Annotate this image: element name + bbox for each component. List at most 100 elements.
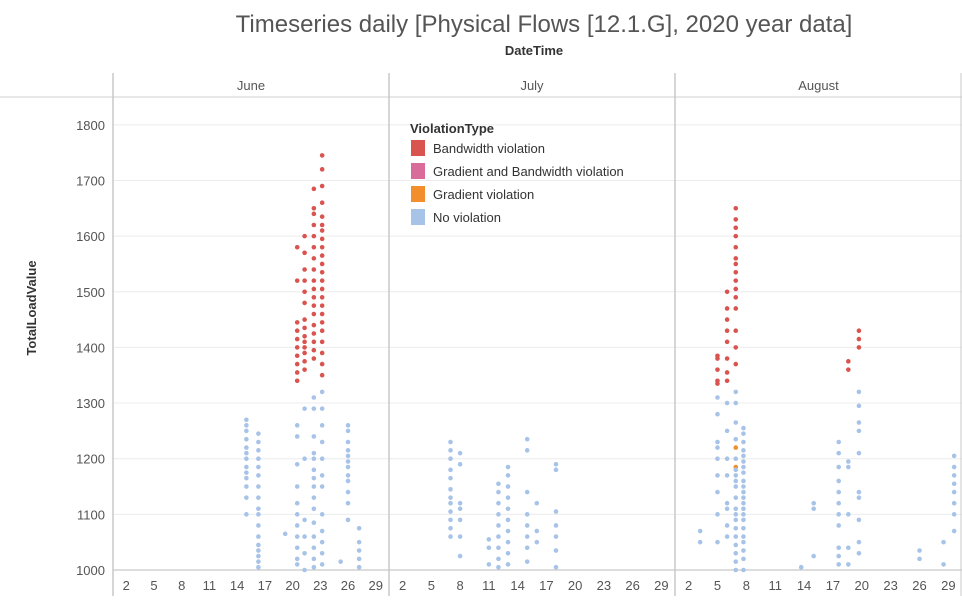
data-point-bw — [319, 295, 325, 300]
data-point-bw — [733, 225, 739, 231]
data-point-none — [311, 484, 317, 489]
data-point-none — [448, 500, 453, 506]
data-point-none — [345, 500, 351, 506]
data-point-none — [496, 556, 501, 562]
data-point-none — [553, 509, 559, 514]
data-point-none — [338, 559, 343, 564]
data-point-none — [311, 564, 317, 570]
y-tick-label: 1000 — [76, 563, 105, 578]
data-point-none — [356, 564, 362, 570]
data-point-none — [724, 523, 730, 528]
data-point-bw — [311, 311, 317, 317]
data-point-none — [294, 556, 300, 562]
data-point-none — [457, 553, 463, 559]
data-point-none — [524, 436, 530, 442]
data-point-none — [741, 464, 746, 470]
data-point-none — [534, 528, 540, 534]
data-point-bw — [319, 153, 325, 158]
data-point-bw — [311, 211, 317, 217]
data-point-none — [856, 551, 862, 556]
data-point-none — [715, 411, 720, 417]
data-point-none — [345, 459, 351, 464]
data-point-none — [856, 403, 862, 409]
data-point-none — [741, 431, 746, 436]
x-tick-label: 8 — [743, 578, 750, 593]
data-point-none — [741, 525, 746, 531]
data-point-none — [244, 436, 249, 442]
data-point-bw — [724, 339, 730, 345]
data-point-none — [733, 506, 739, 512]
data-point-none — [733, 436, 739, 442]
data-point-none — [457, 534, 463, 539]
data-point-none — [741, 534, 746, 539]
data-point-none — [724, 428, 730, 434]
data-point-none — [496, 481, 501, 487]
data-point-bw — [311, 205, 317, 211]
data-point-none — [356, 525, 362, 531]
data-point-none — [856, 428, 862, 434]
legend-title: ViolationType — [410, 121, 494, 136]
x-tick-label: 5 — [150, 578, 157, 593]
data-point-none — [457, 506, 463, 512]
data-point-none — [836, 553, 842, 559]
data-point-none — [846, 459, 851, 464]
x-tick-label: 2 — [123, 578, 130, 593]
data-point-none — [733, 495, 739, 500]
data-point-none — [244, 450, 249, 456]
x-tick-label: 20 — [285, 578, 299, 593]
data-point-none — [345, 473, 351, 478]
data-point-bw — [724, 317, 730, 322]
data-point-none — [856, 450, 862, 456]
x-tick-label: 29 — [941, 578, 955, 593]
data-point-none — [951, 528, 957, 534]
data-point-none — [256, 512, 261, 517]
data-point-none — [798, 564, 804, 570]
data-point-none — [345, 439, 351, 445]
data-point-none — [448, 517, 453, 523]
data-point-none — [244, 417, 249, 423]
data-point-none — [733, 478, 739, 484]
data-point-none — [724, 400, 730, 406]
data-point-bw — [724, 370, 730, 375]
data-point-none — [524, 512, 530, 517]
data-point-none — [256, 542, 261, 548]
data-point-bw — [846, 367, 851, 372]
data-point-bw — [319, 200, 325, 206]
data-point-none — [294, 461, 300, 467]
data-point-none — [319, 551, 325, 556]
data-point-bw — [319, 339, 325, 345]
data-point-none — [256, 548, 261, 553]
data-point-none — [505, 539, 511, 545]
data-point-bw — [311, 303, 317, 308]
data-point-none — [244, 475, 249, 481]
data-point-none — [311, 406, 317, 411]
data-point-none — [715, 445, 720, 450]
legend-label-none: No violation — [433, 210, 501, 225]
data-point-none — [457, 461, 463, 467]
data-point-none — [724, 473, 730, 478]
x-tick-label: 5 — [714, 578, 721, 593]
y-tick-label: 1200 — [76, 452, 105, 467]
data-point-none — [733, 551, 739, 556]
data-point-none — [356, 556, 362, 562]
data-point-none — [553, 467, 559, 473]
data-point-none — [256, 534, 261, 539]
data-point-bw — [733, 217, 739, 222]
data-point-none — [311, 495, 317, 500]
gridlines: 1000 1100 1200 1300 1400 1500 1600 1700 1800 — [76, 118, 962, 578]
data-point-none — [294, 423, 300, 428]
data-point-bw — [724, 328, 730, 334]
data-point-none — [302, 534, 307, 539]
data-point-none — [733, 542, 739, 548]
y-tick-label: 1100 — [77, 507, 105, 522]
data-point-bw — [319, 228, 325, 233]
data-point-none — [715, 489, 720, 495]
x-tick-label: 11 — [768, 578, 782, 593]
data-point-none — [724, 534, 730, 539]
data-point-none — [294, 484, 300, 489]
data-point-bw — [294, 370, 300, 375]
data-point-none — [311, 395, 317, 400]
data-point-none — [244, 512, 249, 517]
data-point-none — [741, 478, 746, 484]
